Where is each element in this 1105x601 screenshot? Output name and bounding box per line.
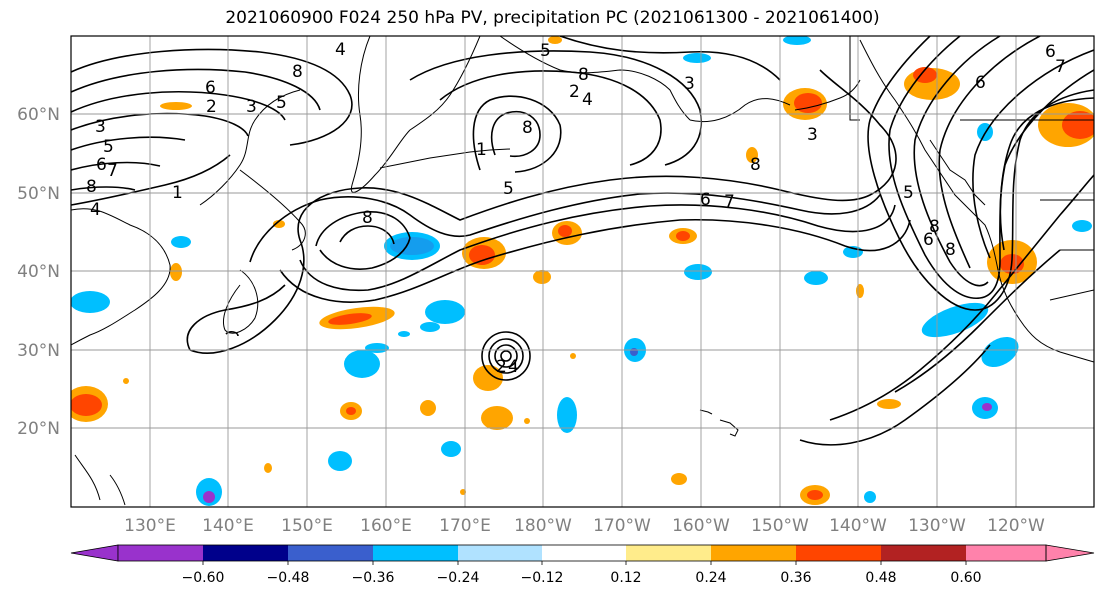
contour-label: 6 bbox=[975, 73, 986, 93]
contour-label: 8 bbox=[362, 208, 373, 228]
colorbar-segment bbox=[373, 545, 458, 561]
colorbar-extend-low bbox=[70, 544, 119, 562]
precipitation-shading bbox=[71, 36, 1094, 506]
contour-label: 3 bbox=[246, 97, 257, 117]
colorbar-tick: −0.36 bbox=[352, 570, 395, 586]
contour-labels: 4 8 6 2 3 5 3 5 6 7 8 4 1 8 5 2 4 8 3 1 … bbox=[86, 40, 1066, 377]
contour-label: 6 bbox=[700, 190, 711, 210]
contour-label: 7 bbox=[1055, 57, 1066, 77]
colorbar-segment bbox=[711, 545, 796, 561]
contour-label: 2 bbox=[496, 357, 507, 377]
colorbar: −0.60 −0.48 −0.36 −0.24 −0.12 0.12 0.24 … bbox=[70, 544, 1095, 586]
lon-label: 160°E bbox=[360, 516, 412, 536]
colorbar-segment bbox=[796, 545, 881, 561]
colorbar-segment bbox=[203, 545, 288, 561]
colorbar-tick: −0.24 bbox=[437, 570, 480, 586]
contour-label: 5 bbox=[503, 179, 514, 199]
contour-label: 3 bbox=[807, 125, 818, 145]
lon-label: 180°W bbox=[514, 516, 572, 536]
contour-label: 8 bbox=[578, 65, 589, 85]
contour-label: 2 bbox=[569, 82, 580, 102]
lat-label: 50°N bbox=[17, 184, 60, 204]
contour-label: 5 bbox=[903, 183, 914, 203]
lon-label: 120°W bbox=[987, 516, 1045, 536]
colorbar-segment bbox=[118, 545, 203, 561]
lon-label: 130°W bbox=[908, 516, 966, 536]
contour-label: 6 bbox=[923, 230, 934, 250]
coastlines bbox=[71, 36, 1094, 506]
lon-label: 140°W bbox=[829, 516, 887, 536]
lon-label: 140°E bbox=[202, 516, 254, 536]
colorbar-tick: −0.12 bbox=[521, 570, 564, 586]
contour-label: 6 bbox=[96, 155, 107, 175]
contour-label: 7 bbox=[107, 161, 118, 181]
contour-label: 6 bbox=[1045, 42, 1056, 62]
lon-label: 170°E bbox=[439, 516, 491, 536]
contour-label: 1 bbox=[476, 140, 487, 160]
contour-label: 8 bbox=[522, 118, 533, 138]
contour-label: 4 bbox=[582, 90, 593, 110]
contour-label: 2 bbox=[206, 97, 217, 117]
map-title: 2021060900 F024 250 hPa PV, precipitatio… bbox=[225, 8, 880, 28]
contour-label: 7 bbox=[724, 192, 735, 212]
map-frame bbox=[70, 35, 1095, 508]
contour-label: 4 bbox=[508, 357, 519, 377]
colorbar-segment bbox=[288, 545, 373, 561]
contour-label: 5 bbox=[540, 41, 551, 61]
contour-label: 4 bbox=[90, 200, 101, 220]
colorbar-segment bbox=[542, 545, 626, 561]
colorbar-tick: 0.36 bbox=[780, 570, 811, 586]
pv-contours bbox=[71, 36, 1094, 446]
contour-label: 5 bbox=[103, 137, 114, 157]
colorbar-segment bbox=[626, 545, 711, 561]
contour-label: 8 bbox=[86, 177, 97, 197]
colorbar-segment bbox=[966, 545, 1046, 561]
colorbar-tick: −0.48 bbox=[267, 570, 310, 586]
colorbar-extend-high bbox=[1045, 544, 1095, 562]
lat-label: 60°N bbox=[17, 105, 60, 125]
lon-label: 160°W bbox=[672, 516, 730, 536]
contour-label: 4 bbox=[335, 40, 346, 60]
colorbar-segment bbox=[881, 545, 966, 561]
latitude-labels: 60°N 50°N 40°N 30°N 20°N bbox=[17, 105, 60, 439]
colorbar-tick: 0.24 bbox=[695, 570, 726, 586]
contour-label: 5 bbox=[276, 93, 287, 113]
contour-label: 6 bbox=[205, 78, 216, 98]
colorbar-segment bbox=[458, 545, 542, 561]
lon-label: 150°W bbox=[751, 516, 809, 536]
colorbar-tick: 0.60 bbox=[950, 570, 981, 586]
lon-label: 150°E bbox=[281, 516, 333, 536]
negative-precip-areas bbox=[71, 36, 1092, 506]
contour-label: 8 bbox=[929, 217, 940, 237]
positive-precip-areas bbox=[71, 36, 1094, 505]
contour-label: 1 bbox=[172, 183, 183, 203]
lon-label: 130°E bbox=[124, 516, 176, 536]
lat-label: 40°N bbox=[17, 262, 60, 282]
contour-label: 8 bbox=[292, 62, 303, 82]
colorbar-tick: 0.48 bbox=[865, 570, 896, 586]
lon-label: 170°W bbox=[593, 516, 651, 536]
graticule bbox=[71, 36, 1094, 507]
contour-label: 3 bbox=[95, 117, 106, 137]
contour-label: 3 bbox=[684, 74, 695, 94]
colorbar-tick: −0.60 bbox=[182, 570, 225, 586]
lat-label: 30°N bbox=[17, 341, 60, 361]
contour-label: 8 bbox=[945, 240, 956, 260]
longitude-labels: 130°E 140°E 150°E 160°E 170°E 180°W 170°… bbox=[124, 516, 1045, 536]
colorbar-tick: 0.12 bbox=[610, 570, 641, 586]
contour-label: 8 bbox=[750, 155, 761, 175]
lat-label: 20°N bbox=[17, 419, 60, 439]
